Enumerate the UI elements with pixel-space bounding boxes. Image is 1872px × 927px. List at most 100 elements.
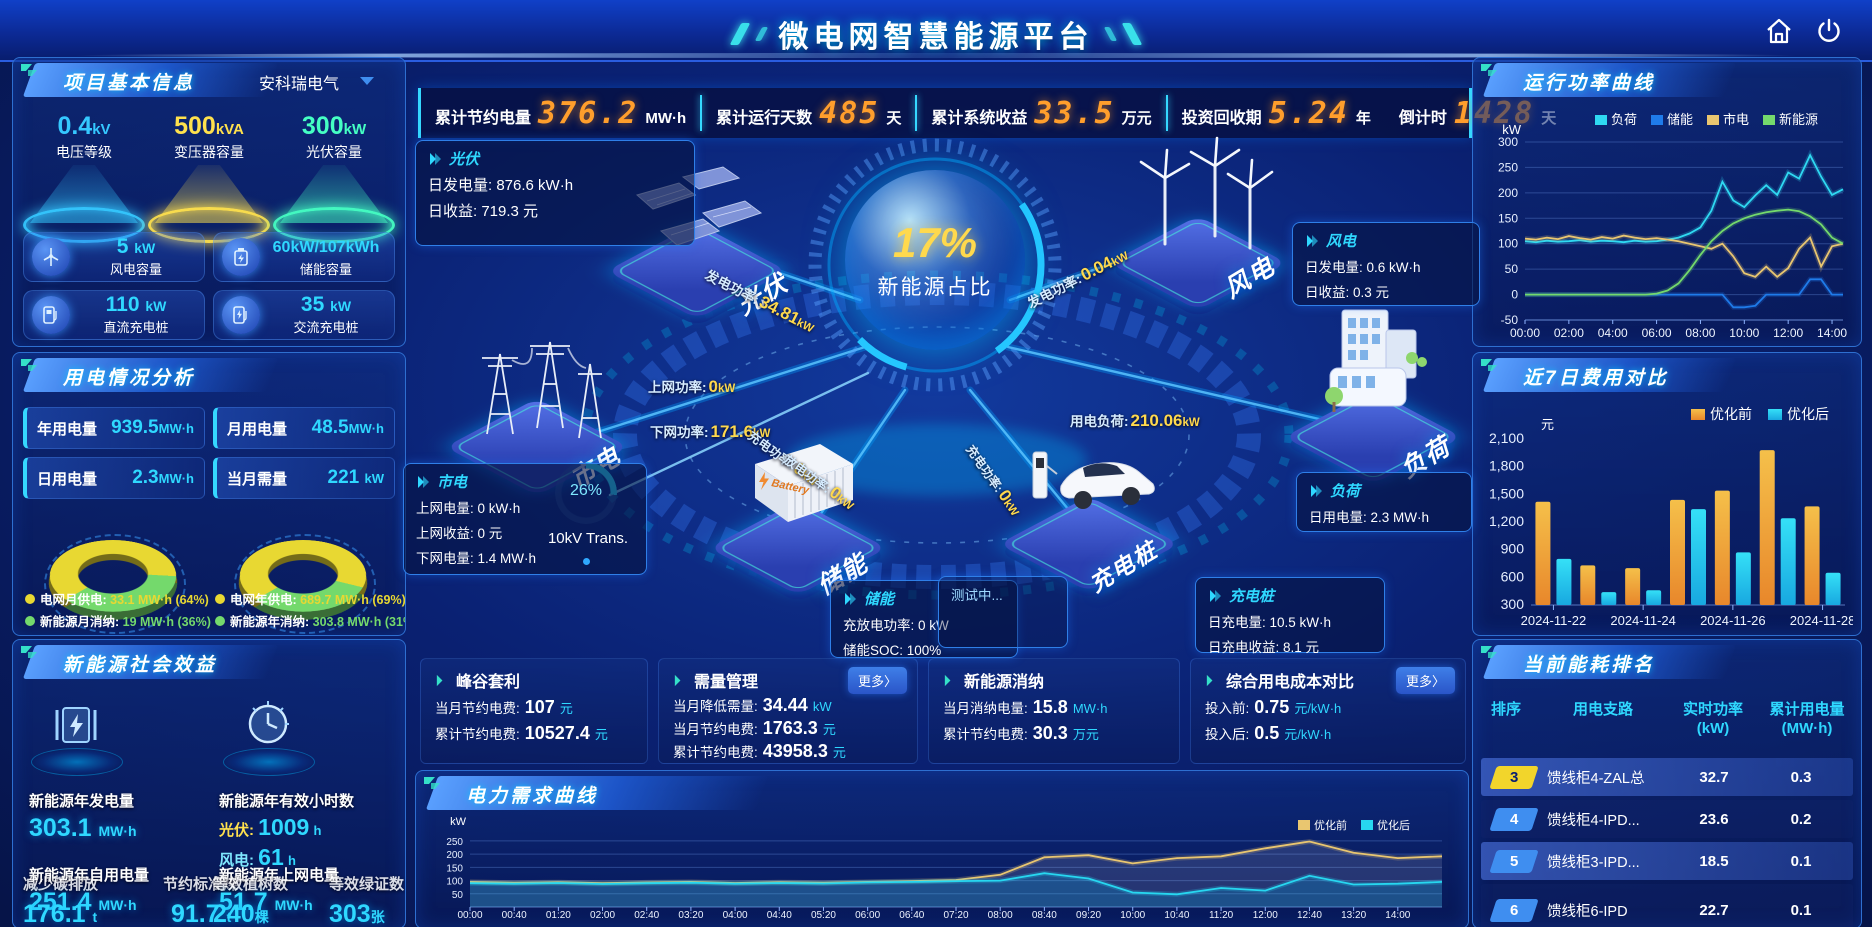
generation-station-icon [39, 694, 113, 768]
panel-corner-icon [424, 777, 440, 789]
svg-text:00:00: 00:00 [457, 910, 482, 921]
stat-month-demand: 当月需量 221 kW [213, 457, 395, 499]
table-row[interactable]: 4 馈线柜4-IPD... 23.6 0.2 [1481, 800, 1853, 838]
svg-text:02:00: 02:00 [1554, 326, 1584, 340]
svg-text:负荷: 负荷 [1611, 112, 1637, 127]
svg-text:kW: kW [450, 817, 467, 828]
chevron-down-icon[interactable] [359, 76, 375, 86]
svg-text:300: 300 [1501, 596, 1525, 612]
panel-title: 运行功率曲线 [1523, 73, 1656, 94]
island-load: 负荷 [1272, 309, 1472, 485]
svg-text:08:00: 08:00 [1685, 326, 1715, 340]
table-row[interactable]: 3 馈线柜4-ZAL总 32.7 0.3 [1481, 758, 1853, 796]
capacity-voltage: 0.4kV 电压等级 [21, 112, 147, 243]
svg-text:04:00: 04:00 [723, 910, 748, 921]
more-button[interactable]: 更多〉 [847, 667, 907, 694]
title-decor-icon [1121, 23, 1143, 45]
card-wind-capacity: 5 kW 风电容量 [23, 232, 205, 282]
panel-title: 项目基本信息 [63, 73, 196, 94]
demand-curve-chart: 50 100 150 200 250 kW 00:00 00:40 01:20 02:00 02:4… [432, 816, 1452, 921]
home-icon[interactable] [1764, 16, 1794, 46]
svg-text:100: 100 [446, 877, 463, 888]
cone-ring [23, 207, 145, 243]
testing-box: 测试中... [938, 576, 1068, 648]
co2-label: 减少碳排放 [23, 876, 99, 893]
coal-label: 节约标准煤 [163, 876, 239, 893]
svg-text:12:00: 12:00 [1773, 326, 1803, 340]
cost-compare-chart: 300 600 900 1,200 1,500 1,800 2,100 元 2024-11-22… [1479, 403, 1855, 629]
svg-text:2024-11-24: 2024-11-24 [1610, 613, 1676, 628]
pv-hours: 光伏: 1009 h [219, 814, 322, 840]
self-use-label: 新能源年自用电量 [29, 867, 150, 884]
svg-text:-50: -50 [1501, 313, 1519, 327]
svg-text:900: 900 [1501, 541, 1525, 557]
divider [1165, 95, 1168, 131]
panel-title: 近7日费用对比 [1523, 368, 1669, 389]
svg-text:150: 150 [1498, 211, 1518, 225]
table-row[interactable]: 5 馈线柜3-IPD... 18.5 0.1 [1481, 842, 1853, 880]
card-renewable-consumption: 新能源消纳 当月消纳电量: 15.8 MW·h 累计节约电费: 30.3 万元 [928, 658, 1180, 764]
power-icon[interactable] [1814, 16, 1844, 46]
title-decor-icon [1103, 27, 1118, 41]
more-button[interactable]: 更多〉 [1395, 667, 1455, 694]
ac-charger-icon [222, 296, 260, 334]
transformer-dot [583, 558, 590, 565]
icon-pedestal [31, 748, 123, 776]
panel-corner-icon [21, 64, 37, 76]
cert-label: 等效绿证数 [329, 876, 405, 893]
donut-halo [234, 534, 376, 634]
kpi-run-days: 累计运行天数 485 天 [716, 95, 902, 131]
battery-container-icon: Battery [755, 444, 853, 522]
panel-energy-ranking: 当前能耗排名 排序 用电支路 实时功率 (kW) 累计用电量 (MW·h) 3 馈线… [1472, 639, 1862, 927]
svg-text:200: 200 [1498, 186, 1518, 200]
kpi-bar: 累计节约电量 376.2 MW·h 累计运行天数 485 天 累计系统收益 33… [418, 88, 1556, 138]
svg-text:优化前: 优化前 [1314, 818, 1347, 832]
svg-text:00:40: 00:40 [502, 910, 527, 921]
chevron-right-icon [845, 592, 856, 605]
building-icon [1325, 309, 1427, 412]
svg-text:08:00: 08:00 [988, 910, 1013, 921]
transmission-towers-icon [482, 341, 602, 439]
self-use-value: 251.4 MW·h [29, 888, 137, 916]
svg-text:250: 250 [446, 837, 463, 848]
renewable-ratio-gauge: 17% 新能源占比 [845, 170, 1025, 350]
battery-icon [222, 238, 260, 276]
capacity-pv: 300kW 光伏容量 [271, 112, 397, 243]
wind-turbines-icon [1139, 136, 1274, 250]
panel-title: 当前能耗排名 [1523, 655, 1656, 676]
chevron-right-icon [1206, 674, 1213, 686]
card-ac-charger: 35 kW 交流充电桩 [213, 290, 395, 340]
svg-text:优化后: 优化后 [1787, 406, 1829, 422]
svg-text:250: 250 [1498, 160, 1518, 174]
chevron-right-icon [674, 674, 681, 686]
svg-text:14:00: 14:00 [1817, 326, 1847, 340]
chevron-right-icon [418, 475, 429, 488]
pv-info-box: 光伏 日发电量: 876.6 kW·h 日收益: 719.3 元 [415, 140, 695, 246]
chevron-right-icon [436, 674, 443, 686]
project-selector[interactable]: 安科瑞电气 [258, 76, 339, 93]
microgrid-scene: 17% 新能源占比 光伏 风电 [410, 135, 1468, 657]
legend-grid-year: 电网年供电: 689.7 MW·h (69%) [215, 589, 405, 608]
feed-label: 新能源年上网电量 [219, 867, 340, 884]
table-row[interactable]: 6 馈线柜6-IPD 22.7 0.1 [1481, 884, 1853, 927]
svg-text:kW: kW [1502, 122, 1522, 137]
svg-text:10:00: 10:00 [1120, 910, 1145, 921]
svg-text:02:00: 02:00 [590, 910, 615, 921]
svg-text:100: 100 [1498, 237, 1518, 251]
chevron-right-icon [944, 674, 951, 686]
flow-grid-export: 上网功率: 0kW [648, 377, 736, 396]
svg-text:04:00: 04:00 [1598, 326, 1628, 340]
svg-text:01:20: 01:20 [546, 910, 571, 921]
svg-text:06:00: 06:00 [855, 910, 880, 921]
wind-hours: 风电: 61 h [219, 844, 296, 870]
svg-text:14:00: 14:00 [1385, 910, 1410, 921]
svg-text:13:20: 13:20 [1341, 910, 1366, 921]
panel-corner-icon [1481, 359, 1497, 371]
panel-corner-icon [21, 359, 37, 371]
icon-pedestal [223, 748, 315, 776]
title-decor-icon [754, 27, 769, 41]
stat-year-usage: 年用电量 939.5MW·h [23, 407, 205, 449]
svg-text:储能: 储能 [1667, 112, 1693, 127]
flow-grid-import: 下网功率: 171.6kW [650, 422, 771, 441]
title-decor-icon [729, 23, 751, 45]
